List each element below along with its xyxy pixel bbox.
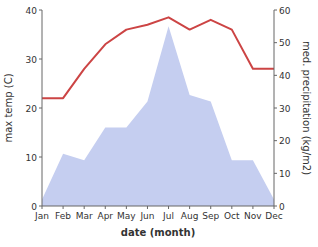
x-tick [63, 206, 64, 209]
x-tick-label: Nov [244, 211, 262, 221]
y2-tick [274, 42, 277, 43]
chart-container: JanFebMarAprMayJunJulAugSepOctNovDec0102… [0, 0, 318, 247]
y-tick-label: 0 [31, 202, 37, 212]
y2-tick-label: 0 [279, 202, 285, 212]
y-tick-label: 10 [26, 153, 38, 163]
x-tick [147, 206, 148, 209]
x-tick-label: Aug [181, 211, 199, 221]
x-tick-label: Jul [162, 211, 174, 221]
page: {"chart_data": {"type": "line", "x_label… [0, 0, 318, 247]
x-tick [210, 206, 211, 209]
x-tick-label: Jan [34, 211, 49, 221]
y-tick-label: 20 [26, 104, 38, 114]
x-tick-label: Jun [139, 211, 154, 221]
precip-area [42, 26, 274, 206]
x-tick [84, 206, 85, 209]
x-tick-label: Feb [55, 211, 71, 221]
y2-tick-label: 10 [279, 169, 291, 179]
x-tick [168, 206, 169, 209]
y2-tick-label: 30 [279, 104, 291, 114]
x-tick [126, 206, 127, 209]
y2-tick [274, 10, 277, 11]
plot-data [42, 17, 274, 206]
x-tick-label: Apr [97, 211, 113, 221]
y2-tick [274, 173, 277, 174]
chart-svg: JanFebMarAprMayJunJulAugSepOctNovDec0102… [0, 0, 318, 247]
y2-axis-label: med. precipitation (kg/m2) [301, 41, 312, 175]
x-axis-label: date (month) [121, 227, 195, 238]
x-tick [252, 206, 253, 209]
x-axis-line [42, 206, 274, 207]
y2-tick-label: 20 [279, 136, 291, 146]
x-tick-label: May [117, 211, 136, 221]
y2-tick-label: 40 [279, 71, 291, 81]
x-tick-label: Dec [265, 211, 282, 221]
y2-tick [274, 108, 277, 109]
y2-tick [274, 140, 277, 141]
x-tick-label: Mar [76, 211, 93, 221]
temp-line [42, 17, 274, 98]
y2-tick-label: 60 [279, 6, 291, 16]
y-tick-label: 30 [26, 55, 38, 65]
y-axis-label: max temp (C) [3, 73, 14, 142]
x-tick [189, 206, 190, 209]
y-tick-label: 40 [26, 6, 38, 16]
y-tick [39, 10, 42, 11]
x-tick [231, 206, 232, 209]
x-tick-label: Oct [224, 211, 240, 221]
y-tick [39, 157, 42, 158]
y2-tick [274, 206, 277, 207]
y-tick [39, 59, 42, 60]
y-tick [39, 108, 42, 109]
y2-tick-label: 50 [279, 38, 291, 48]
y-tick [39, 206, 42, 207]
y2-tick [274, 75, 277, 76]
x-tick [105, 206, 106, 209]
x-tick-label: Sep [202, 211, 219, 221]
